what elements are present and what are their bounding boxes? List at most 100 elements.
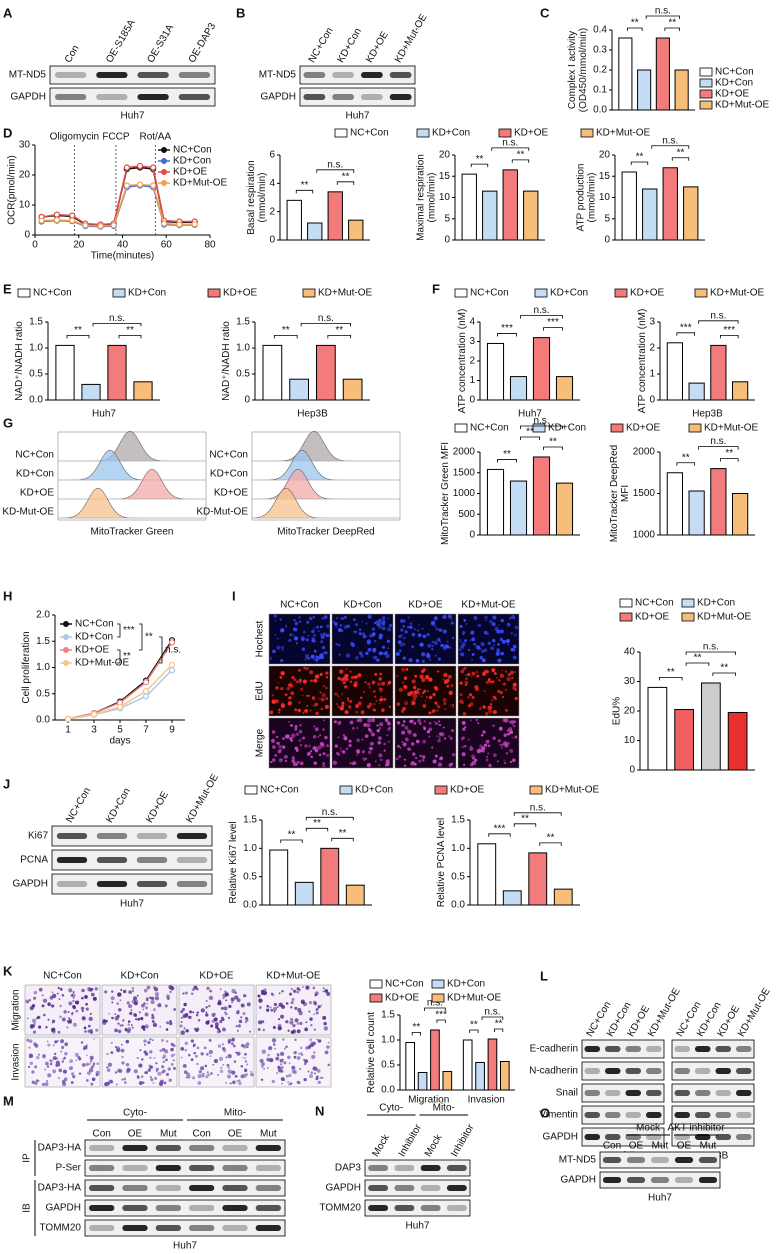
- legend-swatch: [454, 288, 468, 298]
- cell: [117, 1022, 120, 1025]
- cell: [460, 652, 465, 657]
- cell: [294, 724, 298, 728]
- cell: [443, 737, 447, 740]
- cell: [483, 648, 488, 652]
- cell: [294, 1038, 297, 1041]
- blot-band: [715, 1090, 732, 1096]
- significance-label: **: [636, 152, 644, 163]
- cell: [295, 680, 299, 684]
- significance-label: **: [725, 448, 733, 459]
- cell: [369, 634, 373, 638]
- bar: [553, 888, 573, 906]
- significance-label: **: [288, 830, 296, 841]
- cell: [425, 696, 428, 699]
- legend-swatch: [17, 288, 31, 298]
- significance-label: n.s.: [655, 6, 671, 17]
- legend-swatch: [699, 100, 713, 110]
- cell: [500, 618, 504, 623]
- protein-label: GAPDH: [12, 879, 48, 890]
- cell: [196, 1062, 199, 1066]
- cell: [445, 678, 450, 683]
- legend-label: NC+Con: [173, 145, 212, 156]
- significance-bracket: [685, 662, 710, 666]
- significance-label: n.s.: [502, 138, 518, 149]
- cell: [414, 674, 418, 678]
- cell: [61, 994, 65, 997]
- cell: [423, 669, 426, 672]
- legend-swatch: [529, 785, 543, 795]
- cell: [467, 738, 470, 741]
- cell: [309, 709, 312, 712]
- cell: [416, 629, 420, 632]
- cell: [354, 675, 358, 679]
- significance-label: **: [517, 150, 525, 161]
- blot-band: [89, 1165, 115, 1171]
- cell: [75, 1009, 79, 1013]
- cell: [320, 635, 325, 640]
- legend-swatch: [207, 288, 221, 298]
- cell: [288, 638, 292, 643]
- cell: [141, 1075, 144, 1078]
- cell: [439, 640, 442, 643]
- cell: [448, 763, 453, 767]
- legend-label: KD+Con: [173, 156, 211, 167]
- significance-bracket: [316, 169, 355, 173]
- cell: [403, 676, 408, 681]
- protein-label: Vimentin: [539, 1110, 578, 1121]
- y-tick-label: 1.0: [381, 1035, 395, 1046]
- legend-swatch: [694, 288, 708, 298]
- blot-strip: [51, 849, 213, 871]
- cell: [313, 658, 317, 661]
- cell: [89, 1055, 94, 1060]
- cell: [304, 654, 310, 659]
- y-axis-title: NAD⁺/NADH ratio: [221, 321, 232, 401]
- cell: [313, 704, 316, 707]
- cell: [268, 1045, 273, 1051]
- cell: [25, 999, 29, 1004]
- cell: [246, 1046, 249, 1049]
- cell: [378, 727, 382, 730]
- cell: [131, 1026, 134, 1029]
- cell: [497, 624, 500, 627]
- cell: [80, 1006, 85, 1011]
- y-tick-label: 0.1: [593, 85, 607, 96]
- cell: [305, 1046, 309, 1050]
- cell: [240, 1064, 244, 1068]
- bar: [294, 881, 314, 906]
- cell: [244, 1021, 247, 1024]
- cell: [60, 1046, 65, 1050]
- cell: [493, 753, 497, 758]
- y-tick-label: 0: [649, 395, 655, 406]
- cell: [71, 1013, 74, 1016]
- cell: [492, 695, 496, 699]
- cell: [47, 1018, 50, 1021]
- cell: [388, 623, 393, 628]
- cell: [129, 1011, 133, 1016]
- cell: [211, 1013, 216, 1017]
- significance-label: **: [145, 632, 153, 643]
- cell: [291, 675, 295, 680]
- y-axis-title: MitoTracker Green MFI: [440, 442, 451, 545]
- cell: [380, 695, 383, 698]
- cell: [396, 721, 401, 725]
- cell: [121, 1055, 124, 1059]
- cell: [416, 688, 420, 691]
- cell: [485, 758, 489, 762]
- blot-band: [694, 1068, 711, 1074]
- cell: [403, 620, 407, 623]
- cell: [209, 989, 212, 993]
- protein-label: DAP3: [335, 1163, 362, 1174]
- bar: [532, 337, 551, 401]
- cell: [412, 685, 417, 690]
- cell: [203, 1046, 207, 1050]
- cell: [122, 1019, 125, 1022]
- cell: [142, 1028, 146, 1031]
- y-tick-label: 4: [469, 317, 475, 328]
- cell: [337, 736, 340, 739]
- cell: [367, 614, 372, 619]
- cell: [374, 760, 377, 763]
- point: [142, 688, 150, 695]
- cell: [383, 698, 387, 701]
- blot-strip: [49, 65, 216, 85]
- cell: [27, 1065, 31, 1069]
